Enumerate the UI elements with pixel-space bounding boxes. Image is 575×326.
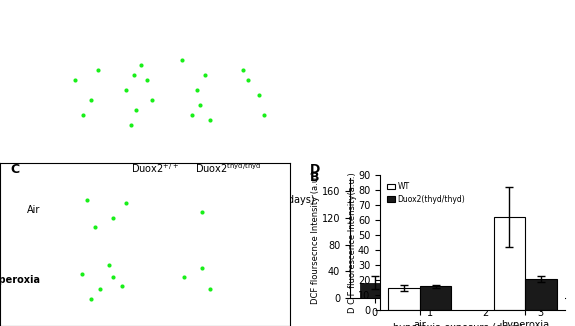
Bar	[470, 206, 500, 298]
Y-axis label: DCF floursecnce Intensity (a.u.): DCF floursecnce Intensity (a.u.)	[312, 171, 320, 304]
Legend: WT, Duox2(thyd/thyd): WT, Duox2(thyd/thyd)	[384, 179, 469, 207]
Text: D: D	[310, 163, 320, 176]
Text: Hyperoxia: Hyperoxia	[0, 275, 40, 285]
Text: $\mathregular{Duox2^{thyd/thyd}}$: $\mathregular{Duox2^{thyd/thyd}}$	[195, 161, 261, 175]
Bar	[388, 288, 420, 310]
Text: C: C	[10, 163, 19, 176]
Text: B: B	[310, 171, 320, 184]
Text: $\mathregular{Duox2^{+/+}}$: $\mathregular{Duox2^{+/+}}$	[131, 161, 179, 175]
Text: 3: 3	[253, 195, 259, 205]
Text: A: A	[65, 168, 75, 181]
X-axis label: hyperoxia exposure (days): hyperoxia exposure (days)	[393, 323, 523, 326]
Bar	[360, 283, 390, 298]
Text: 1: 1	[141, 195, 147, 205]
Text: (days): (days)	[284, 195, 315, 205]
Text: Hyperoxia: Hyperoxia	[3, 226, 59, 236]
Text: 2: 2	[197, 195, 203, 205]
Y-axis label: D C F fluorescence Intensity(a.u.): D C F fluorescence Intensity(a.u.)	[347, 172, 356, 313]
Bar	[493, 217, 525, 310]
Bar	[525, 260, 555, 298]
Bar	[525, 278, 557, 310]
Bar	[420, 286, 451, 310]
Bar	[415, 246, 445, 298]
Text: 0: 0	[85, 195, 91, 205]
Text: Air: Air	[26, 205, 40, 215]
